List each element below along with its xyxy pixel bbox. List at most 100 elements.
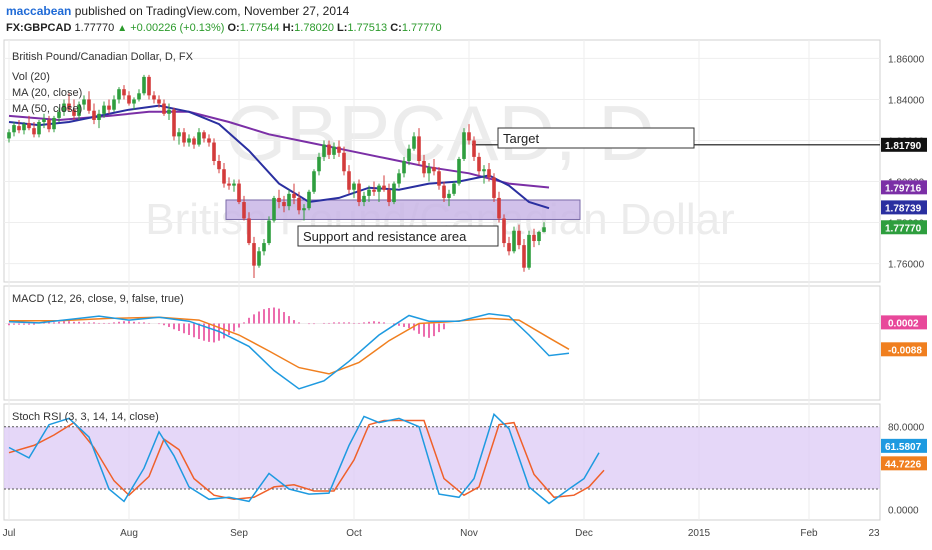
candle-body — [522, 245, 526, 268]
stoch-label: 44.7226 — [885, 459, 922, 470]
indicator-ma20: MA (20, close) — [12, 87, 82, 99]
candle-body — [482, 169, 486, 172]
candle-body — [507, 243, 511, 252]
high-label: H: — [282, 22, 295, 34]
candle-body — [427, 167, 431, 174]
candle-body — [452, 183, 456, 194]
stoch-label: 61.5807 — [885, 442, 922, 453]
candle-body — [272, 197, 276, 221]
candle-body — [202, 132, 206, 139]
open-value: 1.77544 — [239, 22, 280, 34]
price-label-tag — [881, 220, 927, 235]
up-triangle-icon: ▲ — [117, 23, 128, 34]
candle-body — [307, 191, 311, 209]
quote-line: FX:GBPCAD 1.77770 ▲ +0.00226 (+0.13%) O:… — [6, 22, 442, 34]
macd-label: -0.0088 — [888, 345, 922, 356]
price-label: 1.77770 — [885, 223, 922, 234]
candle-body — [72, 109, 76, 116]
candle-body — [492, 177, 496, 198]
candle-body — [467, 132, 471, 141]
stoch-band — [4, 426, 880, 489]
close-value: 1.77770 — [401, 22, 442, 34]
target-annotation-box[interactable] — [497, 127, 695, 149]
candle-body — [227, 183, 231, 186]
candle-body — [397, 173, 401, 184]
price-label: 1.78739 — [885, 203, 922, 214]
candle-body — [472, 140, 476, 157]
price-label: 1.79716 — [885, 183, 922, 194]
macd-title: MACD (12, 26, close, 9, false, true) — [12, 293, 184, 305]
candle-body — [207, 138, 211, 143]
candle-body — [537, 231, 541, 242]
support-annotation: Support and resistance area — [303, 229, 467, 244]
price-change: +0.00226 (+0.13%) — [130, 22, 225, 34]
candle-body — [212, 142, 216, 161]
x-tick-label: Oct — [346, 528, 362, 539]
price-title: British Pound/Canadian Dollar, D, FX — [12, 51, 194, 63]
candle-body — [47, 119, 51, 130]
candle-body — [232, 183, 236, 186]
candle-body — [12, 125, 16, 133]
candle-body — [417, 136, 421, 161]
symbol-label: FX:GBPCAD — [6, 22, 72, 34]
support-annotation-box[interactable] — [297, 225, 499, 247]
chart-area[interactable]: GBPCAD, D British Pound/Canadian Dollar … — [0, 38, 932, 550]
candle-body — [37, 122, 41, 135]
candle-body — [242, 202, 246, 219]
y-tick-label: 1.86000 — [888, 54, 925, 65]
candle-body — [542, 227, 546, 232]
candle-body — [42, 118, 46, 123]
candle-body — [7, 132, 11, 139]
candle-body — [217, 161, 221, 170]
candle-body — [252, 243, 256, 266]
low-value: 1.77513 — [347, 22, 388, 34]
author-link[interactable]: maccabean — [6, 4, 72, 18]
x-tick-label: Feb — [800, 528, 818, 539]
candle-body — [92, 110, 96, 120]
indicator-vol: Vol (20) — [12, 71, 50, 83]
candle-body — [62, 103, 66, 112]
candle-body — [302, 208, 306, 211]
candle-body — [337, 146, 341, 153]
chart-header: maccabean published on TradingView.com, … — [0, 0, 932, 38]
candle-body — [347, 171, 351, 190]
candle-body — [262, 243, 266, 252]
candle-body — [192, 138, 196, 145]
price-label: 1.81790 — [885, 141, 922, 152]
last-price: 1.77770 — [74, 22, 115, 34]
open-label: O: — [227, 22, 240, 34]
stoch-y-tick: 80.0000 — [888, 423, 925, 434]
candle-body — [137, 93, 141, 100]
publish-text: published on TradingView.com, November 2… — [74, 4, 350, 18]
candle-body — [342, 152, 346, 172]
price-label-tag — [881, 137, 927, 152]
price-series — [7, 74, 880, 278]
candle-body — [167, 109, 171, 114]
candle-body — [387, 189, 391, 203]
macd-panel — [3, 285, 881, 401]
x-tick-label: Dec — [575, 528, 593, 539]
candle-body — [407, 148, 411, 161]
candle-body — [517, 230, 521, 246]
candle-body — [512, 230, 516, 252]
candle-body — [372, 189, 376, 192]
candle-body — [182, 132, 186, 143]
candle-body — [122, 89, 126, 96]
macd-series — [8, 307, 570, 390]
close-label: C: — [390, 22, 402, 34]
stoch-title: Stoch RSI (3, 3, 14, 14, close) — [12, 411, 159, 423]
x-tick-label: Nov — [460, 528, 478, 539]
candle-body — [152, 95, 156, 100]
candle-body — [367, 189, 371, 196]
stoch-label-tag — [881, 438, 927, 453]
candle-body — [277, 197, 281, 203]
candle-body — [462, 132, 466, 159]
candle-body — [87, 99, 91, 111]
candle-body — [312, 171, 316, 192]
candle-body — [187, 138, 191, 143]
candle-body — [362, 195, 366, 203]
indicator-ma50: MA (50, close) — [12, 103, 82, 115]
high-value: 1.78020 — [294, 22, 334, 34]
candle-body — [322, 144, 326, 157]
candle-body — [237, 183, 241, 203]
